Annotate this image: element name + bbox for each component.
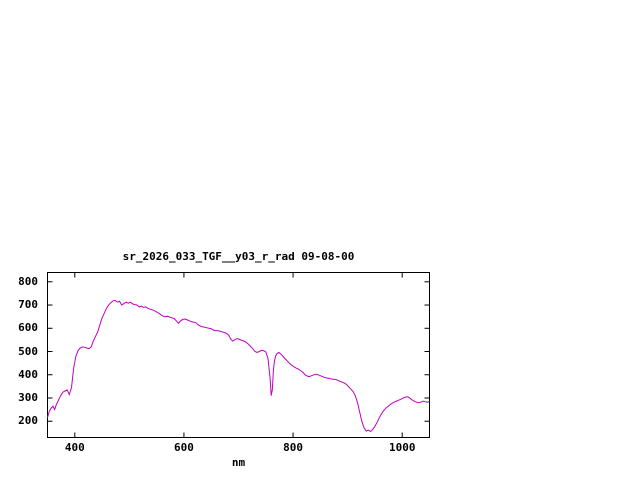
x-tick-label: 800	[283, 441, 303, 454]
x-tick-label: 1000	[388, 441, 416, 454]
x-axis-label: nm	[231, 456, 246, 469]
x-tick-label: 600	[173, 441, 194, 454]
x-tick-label: 400	[64, 441, 85, 454]
y-tick-label: 800	[18, 274, 38, 288]
y-tick-label: 700	[18, 298, 38, 312]
y-tick-label: 500	[18, 344, 38, 358]
y-tick-label: 200	[18, 414, 38, 428]
spectral-curve	[47, 299, 430, 433]
y-tick-label: 400	[18, 367, 38, 381]
plot-border	[47, 272, 430, 438]
y-tick-label: 300	[18, 390, 38, 404]
y-tick-label: 600	[18, 321, 38, 335]
chart-title: sr_2026_033_TGF__y03_r_rad 09-08-00	[122, 250, 355, 263]
